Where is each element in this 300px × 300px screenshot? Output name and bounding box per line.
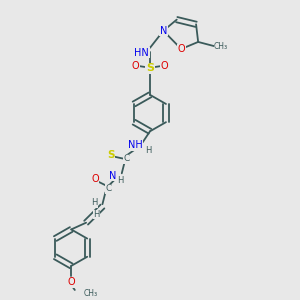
Text: H: H [145,146,151,155]
Text: S: S [107,150,115,160]
Text: C: C [123,154,129,163]
Text: S: S [146,63,154,74]
Text: O: O [91,174,99,184]
Text: CH₃: CH₃ [84,289,98,298]
Text: N: N [109,171,116,181]
Text: O: O [177,44,185,54]
Text: O: O [68,277,75,287]
Text: O: O [160,61,168,71]
Text: H: H [117,176,124,185]
Text: HN: HN [134,48,149,58]
Text: C: C [105,184,112,194]
Text: CH₃: CH₃ [214,42,228,51]
Text: O: O [132,61,140,71]
Text: H: H [93,210,100,219]
Text: N: N [160,26,167,36]
Text: H: H [91,199,97,208]
Text: NH: NH [128,140,142,150]
